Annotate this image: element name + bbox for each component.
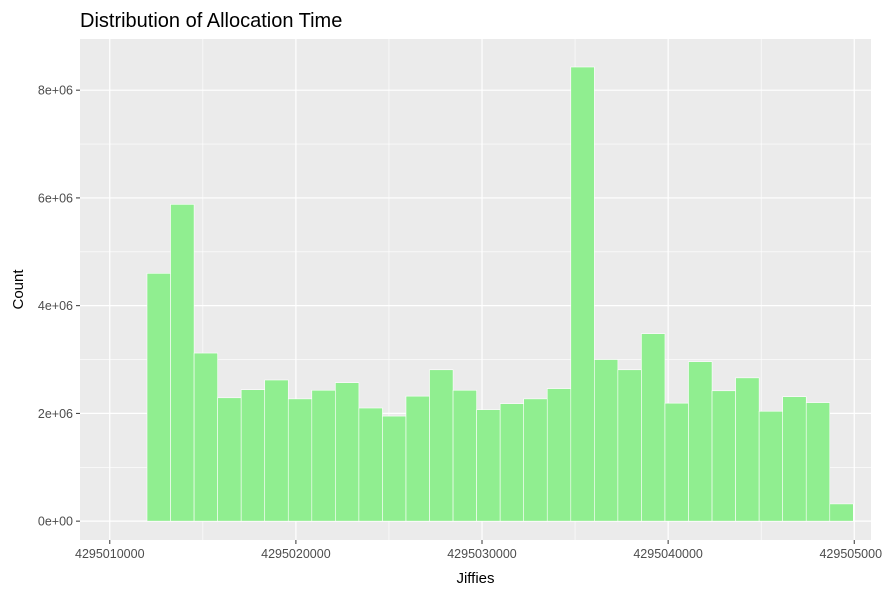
histogram-bar [287,398,313,522]
histogram-bar [146,273,171,522]
y-tick-label: 6e+06 [38,191,73,205]
histogram-bar [311,389,336,522]
x-axis-ticks: 4295010000 4295020000 4295030000 4295040000… [75,540,882,561]
histogram-bar [382,415,407,522]
histogram-bar [664,402,689,522]
x-tick-label: 4295020000 [261,547,331,561]
x-tick-label: 4295010000 [75,547,145,561]
histogram-bar [476,409,501,522]
histogram-bar [335,382,360,522]
histogram-bar [452,389,477,522]
y-tick-label: 8e+06 [38,84,73,98]
histogram-bar [617,369,642,522]
histogram-bars [146,66,854,522]
y-tick-label: 0e+00 [38,515,73,529]
y-axis-ticks: 0e+00 2e+06 4e+06 6e+06 8e+06 [38,84,80,529]
x-tick-label: 4295050000 [819,547,882,561]
histogram-bar [499,403,525,522]
histogram-bar [735,377,760,522]
histogram-bar [429,369,454,522]
histogram-bar [264,379,289,522]
histogram-bar [829,503,854,522]
x-axis-title: Jiffies [456,570,494,587]
histogram-bar [405,395,430,522]
histogram-bar [805,402,831,522]
y-axis-title: Count [10,269,27,310]
histogram-bar [170,204,195,522]
chart-title: Distribution of Allocation Time [80,10,342,32]
histogram-bar [758,410,783,522]
histogram-bar [641,333,666,522]
histogram-bar [358,407,383,522]
histogram-bar [523,398,548,522]
y-tick-label: 4e+06 [38,299,73,313]
histogram-bar [594,359,619,522]
x-tick-label: 4295030000 [447,547,517,561]
histogram-bar [193,352,218,522]
x-tick-label: 4295040000 [633,547,703,561]
histogram-bar [217,397,242,522]
histogram-bar [711,390,736,522]
histogram-bar [570,66,595,522]
y-tick-label: 2e+06 [38,407,73,421]
histogram-bar [546,388,572,522]
histogram-bar [688,361,713,522]
histogram-bar [240,389,266,522]
histogram-bar [782,396,807,522]
